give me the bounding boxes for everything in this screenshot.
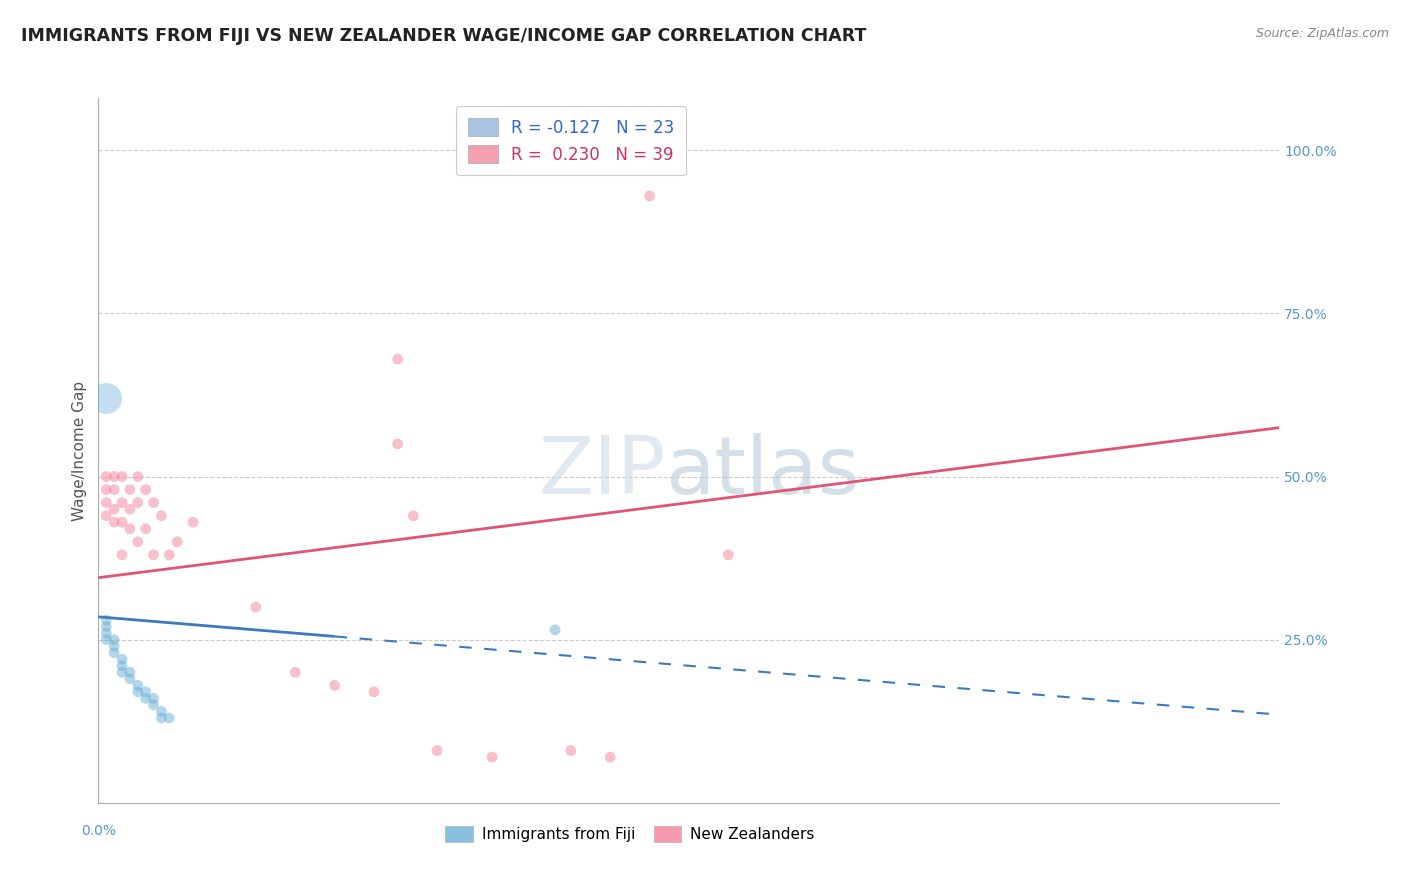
Point: [402, 508, 425, 523]
Point: [103, 639, 125, 653]
Point: [118, 502, 141, 516]
Point: [111, 515, 134, 529]
Point: [150, 508, 173, 523]
Point: [118, 522, 141, 536]
Text: atlas: atlas: [665, 433, 859, 510]
Point: [142, 548, 165, 562]
Point: [103, 483, 125, 497]
Point: [111, 496, 134, 510]
Point: [127, 496, 149, 510]
Point: [96, 496, 118, 510]
Point: [111, 652, 134, 666]
Point: [323, 678, 346, 692]
Point: [135, 691, 157, 706]
Point: [118, 665, 141, 680]
Point: [142, 496, 165, 510]
Point: [103, 469, 125, 483]
Point: [387, 437, 409, 451]
Point: [544, 623, 567, 637]
Point: [96, 508, 118, 523]
Point: [103, 502, 125, 516]
Point: [481, 750, 503, 764]
Point: [245, 600, 267, 615]
Point: [284, 665, 307, 680]
Text: 0.0%: 0.0%: [82, 824, 115, 838]
Point: [127, 685, 149, 699]
Point: [181, 515, 204, 529]
Point: [96, 620, 118, 634]
Point: [111, 548, 134, 562]
Point: [157, 711, 180, 725]
Point: [103, 646, 125, 660]
Point: [103, 515, 125, 529]
Text: IMMIGRANTS FROM FIJI VS NEW ZEALANDER WAGE/INCOME GAP CORRELATION CHART: IMMIGRANTS FROM FIJI VS NEW ZEALANDER WA…: [21, 27, 866, 45]
Point: [363, 685, 385, 699]
Point: [111, 658, 134, 673]
Point: [426, 743, 449, 757]
Point: [127, 469, 149, 483]
Point: [166, 534, 188, 549]
Point: [135, 685, 157, 699]
Point: [96, 613, 118, 627]
Text: Source: ZipAtlas.com: Source: ZipAtlas.com: [1256, 27, 1389, 40]
Point: [96, 483, 118, 497]
Point: [103, 632, 125, 647]
Point: [135, 522, 157, 536]
Point: [717, 548, 740, 562]
Point: [142, 698, 165, 712]
Point: [560, 743, 582, 757]
Point: [150, 705, 173, 719]
Point: [599, 750, 621, 764]
Point: [111, 665, 134, 680]
Point: [111, 469, 134, 483]
Point: [96, 469, 118, 483]
Point: [118, 672, 141, 686]
Legend: Immigrants from Fiji, New Zealanders: Immigrants from Fiji, New Zealanders: [439, 820, 821, 848]
Y-axis label: Wage/Income Gap: Wage/Income Gap: [72, 380, 87, 521]
Point: [135, 483, 157, 497]
Text: ZIP: ZIP: [538, 433, 665, 510]
Point: [387, 352, 409, 367]
Point: [96, 632, 118, 647]
Point: [96, 626, 118, 640]
Point: [157, 548, 180, 562]
Point: [96, 391, 118, 405]
Point: [150, 711, 173, 725]
Point: [118, 483, 141, 497]
Point: [638, 189, 661, 203]
Point: [127, 678, 149, 692]
Point: [142, 691, 165, 706]
Point: [127, 534, 149, 549]
